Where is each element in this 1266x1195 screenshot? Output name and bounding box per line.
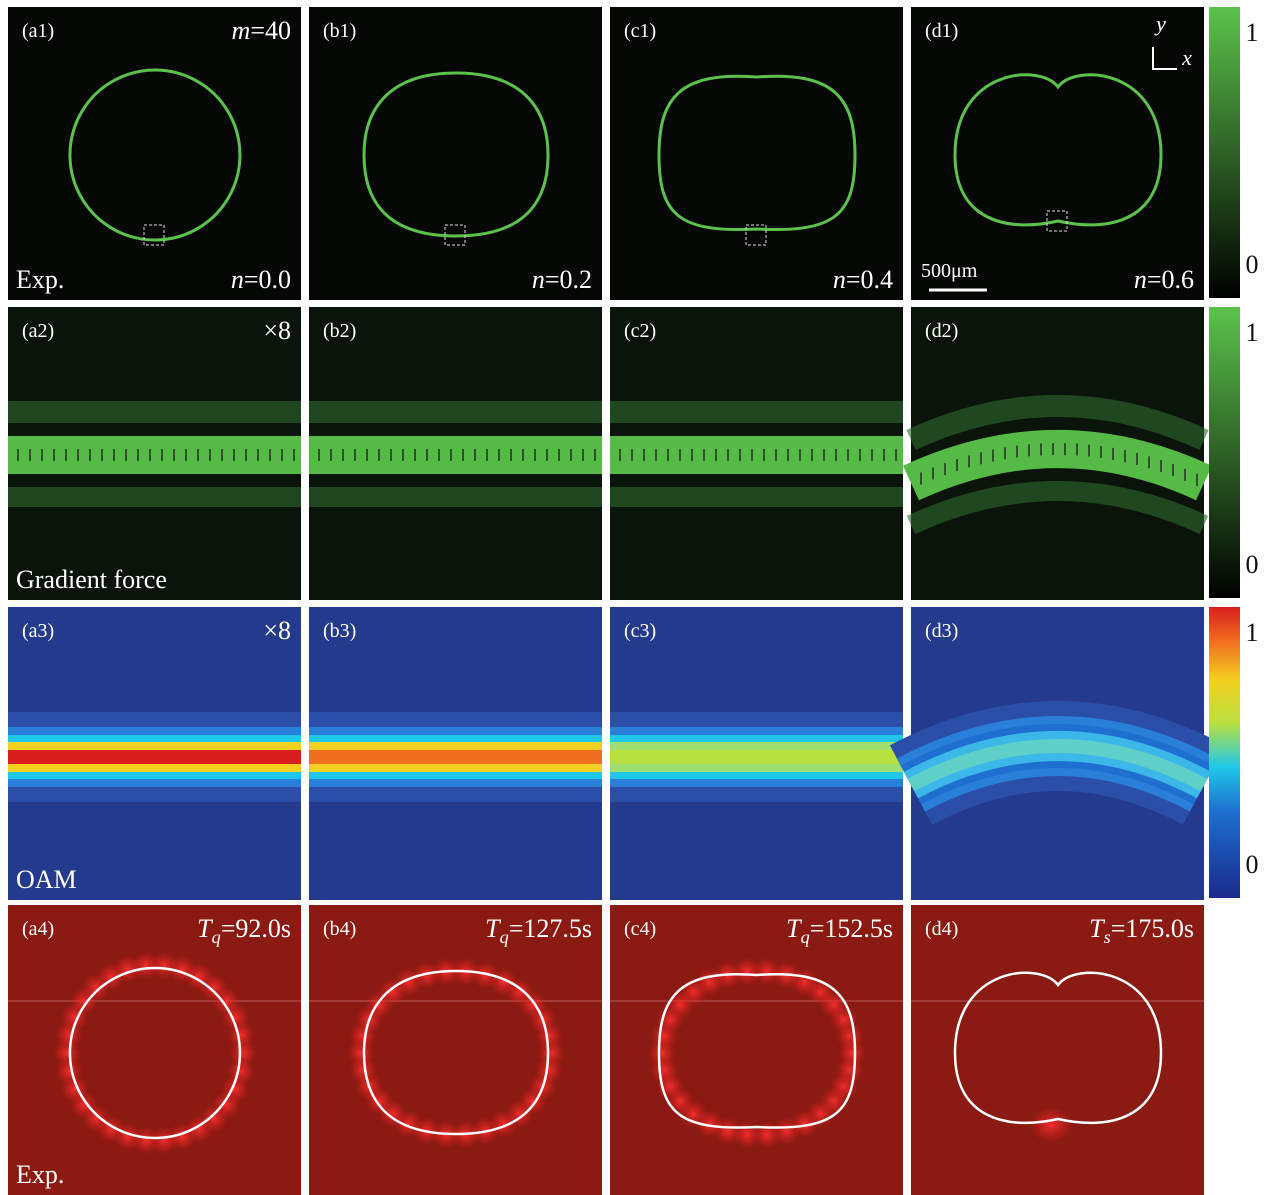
- corner-note: Tq=92.0s: [197, 914, 291, 947]
- panel: (d1) n=0.6 500μm yx: [911, 7, 1204, 300]
- particle-cluster: [836, 1022, 864, 1050]
- colorbar-gradient: [1209, 7, 1240, 298]
- panel-label: (b4): [323, 918, 356, 940]
- subscript: q: [801, 927, 810, 947]
- variable: n: [833, 265, 846, 294]
- corner-note: n=0.2: [532, 265, 592, 294]
- variable: n: [231, 265, 244, 294]
- colorbar: 10: [1209, 7, 1259, 298]
- colorbar-gradient: [1209, 307, 1240, 598]
- panel-label: (c1): [624, 20, 656, 42]
- panel: (a4) Tq=92.0s Exp.: [8, 905, 301, 1195]
- corner-note: ×8: [263, 616, 291, 645]
- panel-label: (a1): [22, 20, 54, 42]
- colorbar-tick-label: 0: [1246, 250, 1259, 279]
- colorbar: 10: [1209, 607, 1259, 898]
- colorbar-tick-label: 0: [1246, 850, 1259, 879]
- corner-note: Exp.: [16, 265, 64, 294]
- panel: (a1) m=40 Exp. n=0.0: [8, 7, 301, 300]
- panel: (a2) ×8 Gradient force: [8, 307, 301, 600]
- value-text: =0.4: [846, 265, 893, 294]
- panel-label: (d2): [925, 320, 958, 342]
- particle-cluster: [1029, 1107, 1073, 1143]
- particle-cluster: [227, 1021, 255, 1049]
- panel: (c4)Tq=152.5s: [610, 905, 903, 1195]
- panel-label: (c3): [624, 620, 656, 642]
- panel-background: [309, 7, 602, 300]
- value-text: =0.2: [545, 265, 592, 294]
- panel-label: (d4): [925, 918, 958, 940]
- corner-note: OAM: [16, 865, 77, 894]
- panel: (d4)Ts=175.0s: [911, 905, 1204, 1195]
- panel-background: [610, 7, 903, 300]
- corner-note: ×8: [263, 316, 291, 345]
- figure: (a1)m=40Exp.n=0.0(b1)n=0.2(c1)n=0.4(d1)n…: [0, 0, 1266, 1195]
- panel: (c3): [610, 607, 903, 900]
- value-text: =0.0: [244, 265, 291, 294]
- corner-note: n=0.4: [833, 265, 893, 294]
- panel-background: [8, 905, 301, 1195]
- panel-label: (b3): [323, 620, 356, 642]
- colorbar-tick-label: 1: [1246, 18, 1259, 47]
- panel: (b2): [309, 307, 602, 600]
- corner-note: Exp.: [16, 1160, 64, 1189]
- axis-label: y: [1154, 11, 1166, 36]
- colorbar-tick-label: 1: [1246, 618, 1259, 647]
- colorbar: 10: [1209, 307, 1259, 598]
- panel: (b3): [309, 607, 602, 900]
- corner-note: Gradient force: [16, 565, 167, 594]
- panel: (b4)Tq=127.5s: [309, 905, 602, 1195]
- panel-label: (c2): [624, 320, 656, 342]
- value-text: =92.0s: [221, 914, 291, 943]
- variable: n: [532, 265, 545, 294]
- panel: (d3): [911, 607, 1204, 900]
- variable: m: [232, 16, 251, 45]
- panel-label: (a4): [22, 918, 54, 940]
- colorbar-gradient: [1209, 607, 1240, 898]
- axis-label: x: [1181, 45, 1192, 70]
- subscript: s: [1104, 927, 1111, 947]
- colorbar-tick-label: 1: [1246, 318, 1259, 347]
- panel: (d2): [911, 307, 1204, 600]
- panel-background: [8, 7, 301, 300]
- panel: (c2): [610, 307, 903, 600]
- panel: (a3) ×8 OAM: [8, 607, 301, 900]
- panel-label: (d3): [925, 620, 958, 642]
- panel-label: (c4): [624, 918, 656, 940]
- scale-bar-label: 500μm: [921, 260, 978, 282]
- variable: n: [1134, 265, 1147, 294]
- panel-label: (b1): [323, 20, 356, 42]
- panel-label: (a2): [22, 320, 54, 342]
- corner-note: n=0.0: [231, 265, 291, 294]
- value-text: =0.6: [1147, 265, 1194, 294]
- value-text: =175.0s: [1111, 914, 1194, 943]
- value-text: =152.5s: [810, 914, 893, 943]
- value-text: =127.5s: [509, 914, 592, 943]
- subscript: q: [500, 927, 509, 947]
- subscript: q: [212, 927, 221, 947]
- value-text: =40: [250, 16, 291, 45]
- panel: (c1) n=0.4: [610, 7, 903, 300]
- panel-label: (d1): [925, 20, 958, 42]
- colorbar-tick-label: 0: [1246, 550, 1259, 579]
- corner-note: m=40: [232, 16, 291, 45]
- corner-note: n=0.6: [1134, 265, 1194, 294]
- panel: (b1) n=0.2: [309, 7, 602, 300]
- panel-label: (a3): [22, 620, 54, 642]
- panel-label: (b2): [323, 320, 356, 342]
